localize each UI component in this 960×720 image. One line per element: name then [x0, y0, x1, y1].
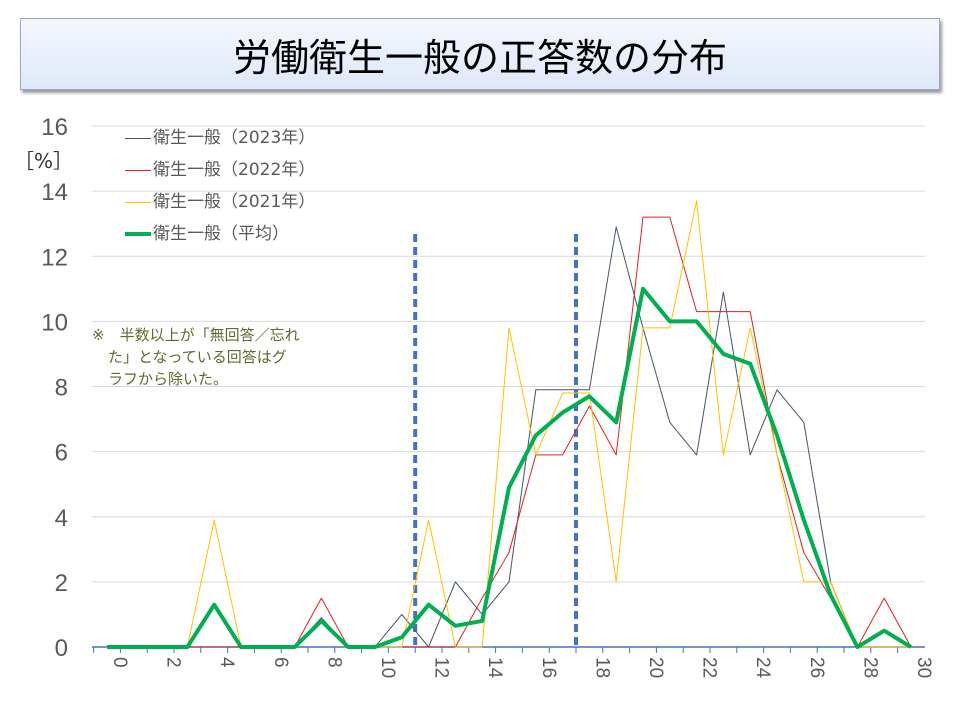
x-tick-label: 0 [109, 657, 130, 668]
legend-item: 衛生一般（平均） [125, 218, 315, 250]
legend-item: 衛生一般（2023年） [125, 122, 315, 154]
y-tick-label: 6 [55, 440, 68, 467]
y-axis-label: ［%］ [14, 149, 73, 173]
x-tick-label: 18 [591, 657, 612, 678]
y-tick-label: 10 [41, 309, 68, 336]
x-tick-label: 26 [806, 657, 827, 678]
note-line: ※ 半数以上が「無回答／忘れ [92, 326, 300, 344]
legend: 衛生一般（2023年） 衛生一般（2022年） 衛生一般（2021年） 衛生一般（平均… [125, 122, 315, 250]
legend-label: 衛生一般（2022年） [153, 160, 316, 180]
x-tick-label: 8 [323, 657, 344, 668]
x-tick-label: 24 [752, 657, 773, 679]
legend-item: 衛生一般（2021年） [125, 186, 315, 218]
y-tick-label: 0 [55, 635, 68, 662]
legend-swatch [125, 169, 151, 171]
x-tick-label: 4 [216, 657, 237, 668]
y-tick-label: 16 [41, 114, 68, 141]
note-line: た」となっている回答はグ [108, 348, 287, 366]
legend-item: 衛生一般（2022年） [125, 154, 315, 186]
x-tick-label: 6 [270, 657, 291, 668]
legend-label: 衛生一般（2021年） [153, 192, 316, 212]
x-tick-label: 20 [645, 657, 666, 678]
legend-swatch [125, 201, 151, 203]
y-tick-label: 4 [55, 505, 68, 532]
note-text: ※ 半数以上が「無回答／忘れ た」となっている回答はグ ラフから除いた。 [92, 324, 362, 390]
legend-label: 衛生一般（平均） [153, 224, 289, 244]
legend-label: 衛生一般（2023年） [153, 128, 316, 148]
legend-swatch [125, 232, 151, 236]
x-tick-label: 2 [163, 657, 184, 668]
page-title: 労働衛生一般の正答数の分布 [232, 35, 727, 80]
legend-swatch [125, 137, 151, 139]
title-banner: 労働衛生一般の正答数の分布 [20, 18, 940, 90]
y-tick-label: 14 [41, 179, 68, 206]
x-tick-label: 22 [699, 657, 720, 678]
x-tick-label: 10 [377, 657, 398, 678]
y-tick-label: 2 [55, 570, 68, 597]
note-line: ラフから除いた。 [108, 370, 229, 388]
x-tick-label: 28 [859, 657, 880, 678]
x-tick-label: 12 [431, 657, 452, 678]
x-tick-label: 16 [538, 657, 559, 678]
x-tick-label: 30 [913, 657, 934, 678]
y-tick-label: 8 [55, 375, 68, 402]
x-tick-label: 14 [484, 657, 505, 679]
y-tick-label: 12 [41, 244, 68, 271]
